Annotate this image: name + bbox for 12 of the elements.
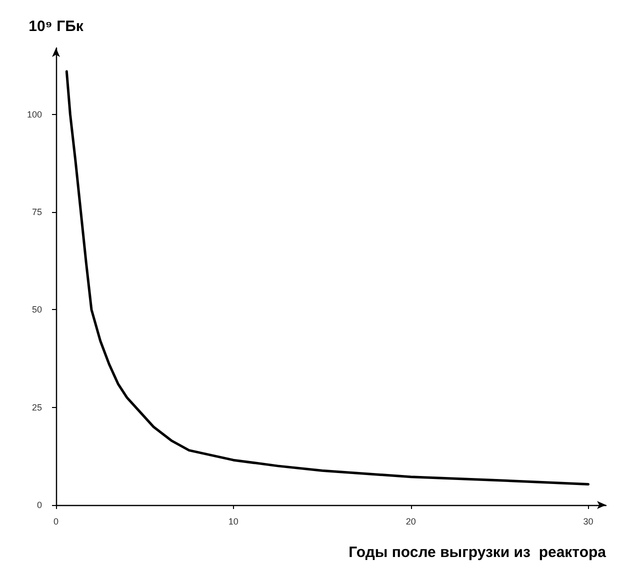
y-tick-label: 25 bbox=[32, 402, 42, 412]
y-tick-label: 75 bbox=[32, 207, 42, 218]
x-axis-title: Годы после выгрузки из реактора bbox=[348, 544, 607, 561]
x-tick-label: 30 bbox=[583, 516, 594, 526]
y-tick-label: 0 bbox=[36, 500, 42, 510]
x-tick-label: 20 bbox=[406, 516, 416, 526]
y-axis-title: 10⁹ ГБк bbox=[28, 18, 84, 35]
x-tick-label: 0 bbox=[53, 516, 59, 526]
x-tick-label: 10 bbox=[228, 516, 238, 526]
line-series bbox=[65, 70, 590, 486]
y-tick-label: 100 bbox=[26, 109, 42, 120]
y-tick-label: 50 bbox=[32, 304, 42, 315]
